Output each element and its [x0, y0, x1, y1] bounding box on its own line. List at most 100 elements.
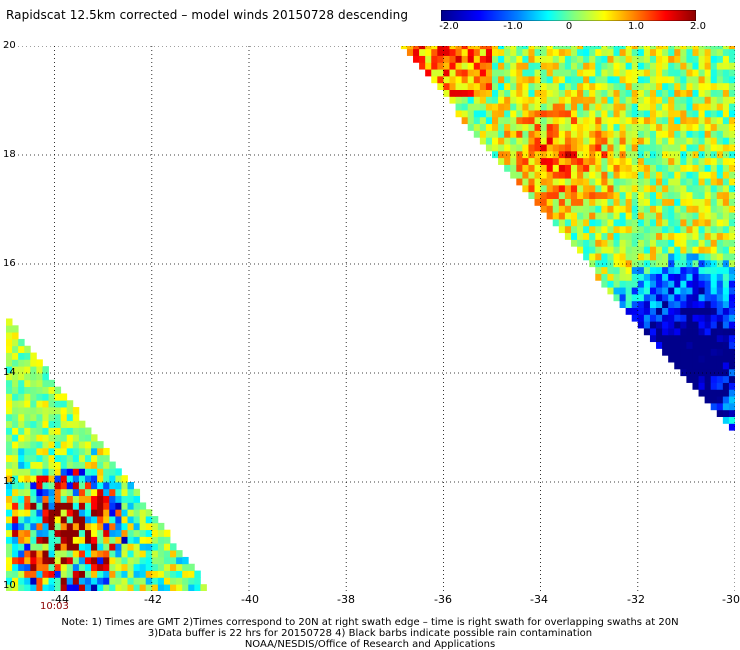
wind-cell	[36, 454, 43, 462]
wind-cell	[625, 198, 633, 206]
wind-cell	[656, 219, 663, 227]
wind-cell	[577, 130, 584, 138]
wind-cell	[552, 46, 560, 50]
wind-cell	[485, 89, 493, 97]
wind-cell	[674, 96, 681, 104]
wind-cell	[12, 536, 19, 544]
wind-cell	[467, 82, 475, 90]
wind-cell	[570, 110, 578, 118]
wind-cell	[698, 164, 706, 172]
wind-cell	[461, 55, 469, 63]
wind-cell	[716, 89, 724, 97]
wind-cell	[91, 536, 98, 544]
wind-cell	[728, 382, 735, 390]
wind-cell	[479, 82, 487, 90]
wind-cell	[704, 362, 712, 370]
wind-cell	[577, 89, 584, 97]
wind-cell	[97, 584, 104, 591]
wind-cell	[619, 157, 627, 165]
wind-cell	[728, 389, 735, 397]
wind-cell	[121, 516, 128, 524]
wind-cell	[558, 225, 566, 234]
wind-cell	[692, 253, 699, 261]
wind-cell	[473, 89, 481, 97]
wind-cell	[54, 488, 62, 497]
wind-cell	[710, 110, 718, 118]
wind-cell	[48, 570, 55, 578]
wind-cell	[643, 46, 651, 50]
wind-cell	[662, 157, 669, 165]
wind-cell	[668, 246, 675, 254]
wind-cell	[722, 314, 730, 322]
wind-cell	[577, 75, 584, 84]
wind-cell	[552, 205, 560, 213]
wind-cell	[91, 584, 98, 591]
wind-cell	[643, 137, 651, 145]
wind-cell	[534, 82, 541, 90]
wind-cell	[528, 123, 535, 131]
wind-cell	[18, 488, 25, 497]
wind-cell	[595, 46, 602, 50]
wind-cell	[570, 103, 578, 111]
swath-time-label: 10:03	[40, 601, 69, 612]
wind-cell	[607, 103, 614, 111]
wind-cell	[139, 584, 147, 591]
wind-cell	[133, 516, 141, 524]
wind-cell	[48, 509, 55, 517]
wind-cell	[698, 184, 706, 193]
wind-cell	[115, 502, 122, 510]
wind-cell	[674, 253, 681, 261]
wind-cell	[24, 352, 31, 360]
wind-cell	[692, 382, 699, 390]
wind-cell	[680, 253, 687, 261]
wind-cell	[710, 212, 718, 220]
wind-cell	[6, 502, 13, 510]
wind-cell	[54, 475, 62, 483]
wind-cell	[649, 334, 657, 343]
wind-cell	[625, 259, 633, 268]
wind-cell	[595, 259, 602, 268]
wind-cell	[716, 300, 724, 308]
wind-cell	[698, 62, 706, 70]
wind-cell	[607, 198, 614, 206]
wind-cell	[637, 259, 645, 268]
wind-cell	[680, 123, 687, 131]
wind-cell	[431, 62, 438, 70]
wind-cell	[577, 191, 584, 199]
wind-cell	[692, 225, 699, 234]
wind-cell	[461, 89, 469, 97]
wind-cell	[540, 144, 548, 152]
wind-cell	[54, 522, 62, 531]
wind-cell	[30, 359, 37, 367]
wind-cell	[674, 82, 681, 90]
wind-cell	[710, 232, 718, 240]
wind-cell	[552, 123, 560, 131]
wind-cell	[692, 328, 699, 336]
wind-cell	[613, 191, 620, 199]
wind-cell	[540, 48, 548, 56]
wind-cell	[564, 55, 572, 63]
wind-cell	[692, 130, 699, 138]
wind-cell	[589, 225, 596, 234]
wind-cell	[698, 110, 706, 118]
wind-cell	[60, 434, 68, 442]
wind-cell	[479, 130, 487, 138]
wind-cell	[722, 205, 730, 213]
wind-cell	[188, 577, 195, 585]
wind-cell	[601, 123, 608, 131]
wind-cell	[607, 212, 614, 220]
wind-cell	[583, 184, 590, 193]
wind-cell	[485, 110, 493, 118]
wind-cell	[728, 82, 735, 90]
wind-cell	[625, 96, 633, 104]
wind-cell	[716, 389, 724, 397]
wind-cell	[722, 184, 730, 193]
wind-cell	[36, 461, 43, 469]
wind-cell	[607, 184, 614, 193]
wind-cell	[722, 259, 730, 268]
wind-cell	[12, 393, 19, 401]
wind-cell	[419, 48, 426, 56]
wind-cell	[72, 461, 80, 469]
wind-cell	[716, 409, 724, 417]
wind-cell	[625, 287, 633, 295]
